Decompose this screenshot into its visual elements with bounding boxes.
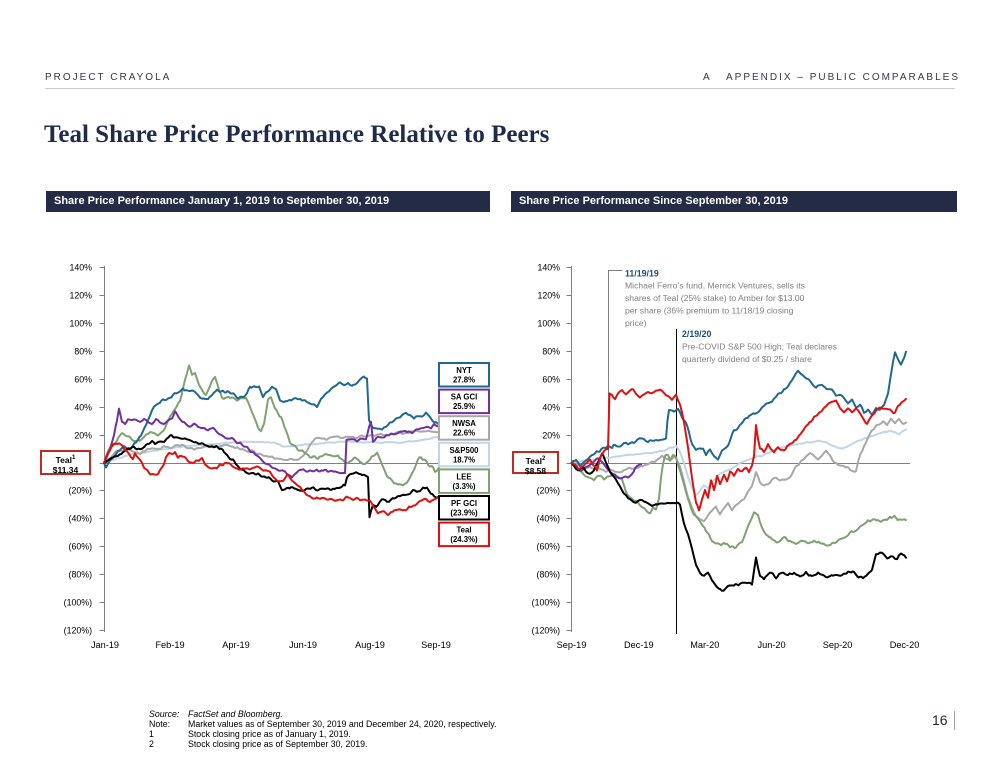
svg-text:Aug-19: Aug-19 — [355, 640, 385, 650]
svg-text:80%: 80% — [542, 347, 560, 357]
svg-text:(23.9%): (23.9%) — [450, 509, 478, 518]
svg-text:(60%): (60%) — [537, 542, 561, 552]
svg-text:120%: 120% — [538, 291, 561, 301]
svg-text:40%: 40% — [74, 403, 92, 413]
svg-text:60%: 60% — [542, 375, 560, 385]
svg-text:per share (36% premium to 11/1: per share (36% premium to 11/18/19 closi… — [625, 306, 794, 316]
svg-text:(24.3%): (24.3%) — [450, 535, 478, 544]
svg-text:Sep-19: Sep-19 — [557, 640, 587, 650]
svg-text:100%: 100% — [538, 319, 561, 329]
svg-text:LEE: LEE — [456, 472, 471, 481]
svg-text:Dec-20: Dec-20 — [890, 640, 920, 650]
svg-text:Feb-19: Feb-19 — [155, 640, 184, 650]
svg-text:140%: 140% — [70, 263, 93, 273]
svg-text:20%: 20% — [542, 431, 560, 441]
svg-text:S&P500: S&P500 — [449, 446, 479, 455]
svg-text:price): price) — [625, 318, 647, 328]
svg-text:27.8%: 27.8% — [453, 376, 475, 385]
svg-text:140%: 140% — [538, 263, 561, 273]
svg-text:Jun-20: Jun-20 — [758, 640, 786, 650]
svg-text:60%: 60% — [74, 375, 92, 385]
svg-text:120%: 120% — [70, 291, 93, 301]
svg-text:Sep-20: Sep-20 — [823, 640, 853, 650]
svg-text:(100%): (100%) — [64, 598, 92, 608]
svg-text:Dec-19: Dec-19 — [624, 640, 654, 650]
svg-text:quarterly dividend of $0.25 /: quarterly dividend of $0.25 / share — [682, 354, 812, 364]
svg-text:Mar-20: Mar-20 — [690, 640, 719, 650]
svg-text:20%: 20% — [74, 431, 92, 441]
svg-text:(100%): (100%) — [532, 598, 560, 608]
svg-text:Michael Ferro’s fund, Merrick: Michael Ferro’s fund, Merrick Ventures, … — [625, 281, 805, 291]
svg-text:(120%): (120%) — [532, 626, 560, 636]
svg-text:80%: 80% — [74, 347, 92, 357]
svg-text:(20%): (20%) — [537, 486, 561, 496]
svg-text:PF GCI: PF GCI — [451, 499, 477, 508]
svg-text:11/19/19: 11/19/19 — [625, 269, 659, 279]
svg-text:(40%): (40%) — [69, 514, 93, 524]
svg-text:SA GCI: SA GCI — [451, 393, 478, 402]
svg-text:25.9%: 25.9% — [453, 402, 475, 411]
svg-text:(3.3%): (3.3%) — [453, 482, 476, 491]
svg-text:(60%): (60%) — [69, 542, 93, 552]
svg-text:NYT: NYT — [456, 366, 472, 375]
svg-text:shares of Teal (25% stake) to: shares of Teal (25% stake) to Amber for … — [625, 293, 805, 303]
svg-text:Jan-19: Jan-19 — [91, 640, 119, 650]
svg-text:Teal: Teal — [456, 526, 471, 535]
svg-text:Jun-19: Jun-19 — [289, 640, 317, 650]
svg-text:(20%): (20%) — [69, 486, 93, 496]
svg-text:(40%): (40%) — [537, 514, 561, 524]
svg-text:(120%): (120%) — [64, 626, 92, 636]
svg-text:(80%): (80%) — [69, 570, 93, 580]
svg-text:22.6%: 22.6% — [453, 429, 475, 438]
svg-text:(80%): (80%) — [537, 570, 561, 580]
svg-text:2/19/20: 2/19/20 — [682, 329, 711, 339]
svg-text:Sep-19: Sep-19 — [421, 640, 451, 650]
svg-text:NWSA: NWSA — [452, 419, 476, 428]
svg-text:Apr-19: Apr-19 — [222, 640, 250, 650]
svg-text:18.7%: 18.7% — [453, 455, 475, 464]
svg-text:Pre-COVID S&P 500 High; Teal d: Pre-COVID S&P 500 High; Teal declares — [682, 342, 837, 352]
svg-text:40%: 40% — [542, 403, 560, 413]
svg-text:100%: 100% — [70, 319, 93, 329]
